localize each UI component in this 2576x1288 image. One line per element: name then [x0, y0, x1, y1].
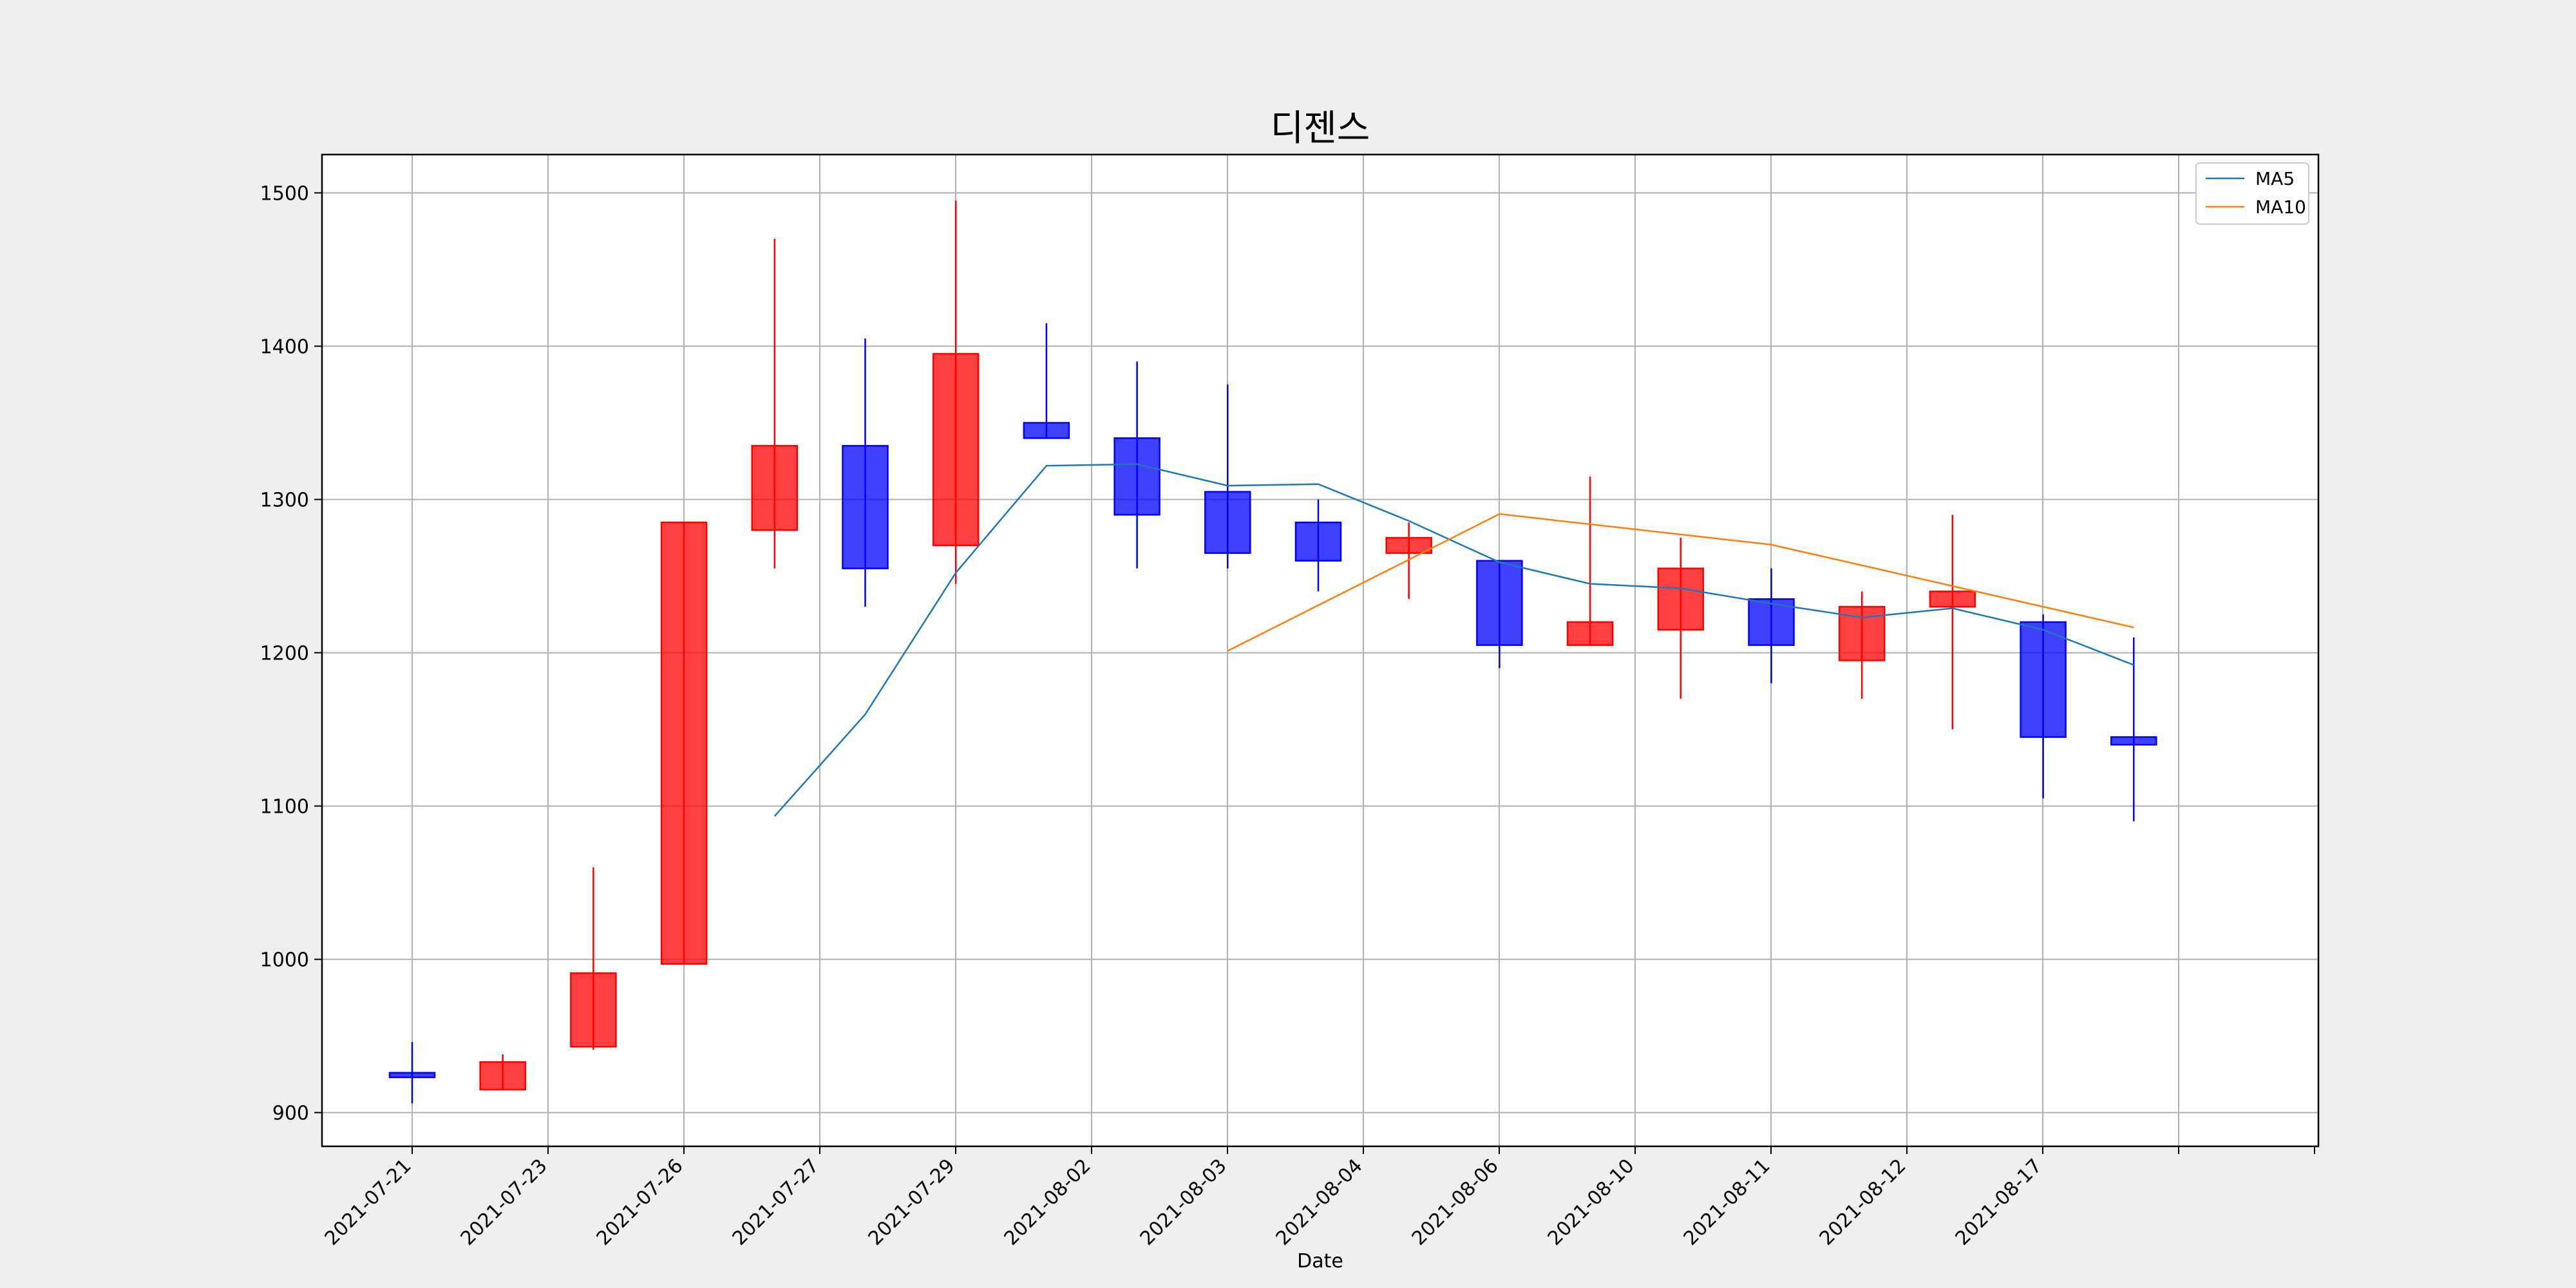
y-tick-label: 1300: [260, 489, 309, 512]
y-tick-label: 1400: [260, 336, 309, 359]
candle-body: [1204, 491, 1251, 554]
candle-body: [1476, 560, 1523, 646]
series-line-ma5: [773, 463, 2134, 817]
x-axis: 2021-07-21 2021-07-23 2021-07-26 2021-07-27…: [321, 1146, 2315, 1250]
legend-ma5-label: MA5: [2255, 168, 2295, 189]
y-tick-label: 1100: [260, 796, 309, 819]
candle-body: [1657, 567, 1705, 631]
x-tick-label: 2021-08-02: [1000, 1155, 1095, 1250]
candle-body: [1385, 536, 1432, 554]
x-tick-label: 2021-07-29: [864, 1155, 960, 1250]
candle-body: [1566, 621, 1614, 646]
candle-body: [479, 1061, 526, 1091]
candle-body: [932, 353, 980, 547]
x-tick-label: 2021-08-10: [1544, 1155, 1639, 1250]
x-tick-label: 2021-07-23: [457, 1155, 552, 1250]
candle-body: [570, 972, 617, 1048]
candle-body: [2020, 621, 2067, 738]
series-line-ma10: [1227, 513, 2134, 652]
candle-body: [660, 522, 708, 965]
candle-body: [2110, 736, 2157, 746]
plot-area: [322, 155, 2318, 1146]
x-tick-label: 2021-08-04: [1272, 1155, 1367, 1250]
legend: MA5 MA10: [2195, 162, 2309, 225]
legend-ma10-label: MA10: [2255, 196, 2306, 218]
x-tick-label: 2021-08-17: [1951, 1155, 2047, 1250]
x-tick-label: 2021-08-12: [1815, 1155, 1911, 1250]
candle-body: [1023, 422, 1070, 439]
candle-body: [751, 444, 799, 531]
candle-body: [388, 1072, 436, 1079]
x-tick-label: 2021-08-11: [1680, 1155, 1775, 1250]
y-axis: 900 1000 1100 1200 1300 1400 1500: [260, 183, 322, 1125]
candle-body: [1113, 437, 1160, 516]
x-tick-label: 2021-08-06: [1408, 1155, 1503, 1250]
plot-frame: [321, 153, 2320, 1148]
chart-title: 디젠스: [1271, 108, 1370, 149]
x-tick-label: 2021-07-27: [728, 1155, 824, 1250]
x-axis-label: Date: [1297, 1250, 1343, 1273]
y-tick-label: 1200: [260, 643, 309, 665]
candle-body: [1294, 522, 1342, 562]
moving-average-lines: [773, 463, 2134, 817]
x-tick-label: 2021-07-21: [321, 1155, 416, 1250]
candle-body: [1929, 591, 1976, 608]
x-tick-label: 2021-08-03: [1136, 1155, 1231, 1250]
y-tick-label: 900: [272, 1103, 309, 1125]
x-tick-label: 2021-07-26: [592, 1155, 688, 1250]
y-tick-label: 1500: [260, 183, 309, 205]
y-tick-label: 1000: [260, 949, 309, 972]
candle-body: [842, 444, 889, 569]
